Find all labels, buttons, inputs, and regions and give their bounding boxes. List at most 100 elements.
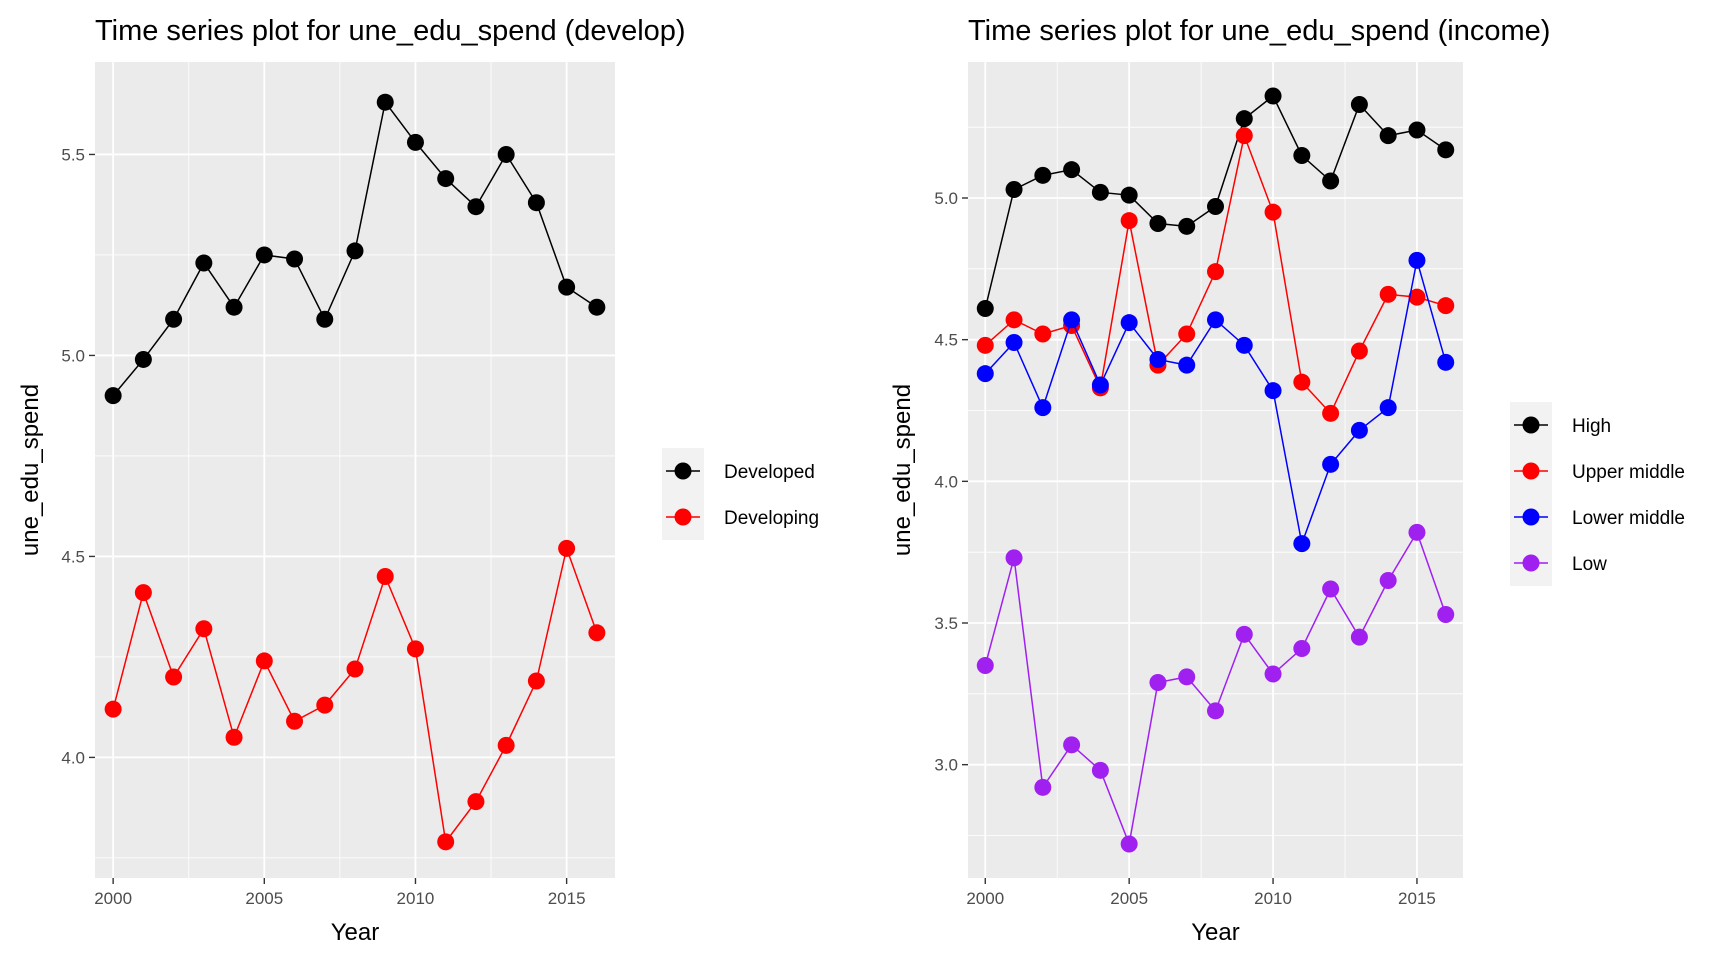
data-point <box>1005 334 1023 351</box>
data-point <box>1005 181 1023 198</box>
data-point <box>1408 251 1426 269</box>
data-point <box>225 298 243 316</box>
data-point <box>1178 217 1196 235</box>
data-point <box>1379 127 1397 145</box>
data-point <box>1149 351 1167 368</box>
x-tick-label: 2010 <box>397 889 435 908</box>
y-tick-label: 3.0 <box>934 756 958 775</box>
y-tick-label: 4.0 <box>934 472 958 491</box>
data-point <box>286 250 304 268</box>
data-point <box>406 133 424 151</box>
y-tick-label: 4.0 <box>61 748 85 767</box>
data-point <box>195 620 213 638</box>
legend-label: Low <box>1572 554 1607 575</box>
data-point <box>1091 376 1109 394</box>
data-point <box>1264 382 1282 400</box>
data-point <box>1207 311 1224 329</box>
data-point <box>1178 356 1196 374</box>
legend-key-point <box>1522 416 1540 434</box>
data-point <box>1437 606 1455 623</box>
data-point <box>316 696 334 714</box>
data-point <box>976 365 994 383</box>
data-point <box>497 145 515 163</box>
data-point <box>406 640 424 658</box>
data-point <box>437 170 455 188</box>
data-point <box>1034 166 1052 184</box>
data-point <box>1120 186 1138 204</box>
data-point <box>1293 640 1311 657</box>
y-tick-label: 4.5 <box>934 331 958 350</box>
chart-title: Time series plot for une_edu_spend (deve… <box>95 15 686 47</box>
data-point <box>104 387 122 405</box>
legend-label: Developing <box>724 508 819 529</box>
legend-label: Upper middle <box>1572 462 1685 483</box>
legend-key-point <box>1522 508 1540 526</box>
x-tick-label: 2015 <box>548 889 586 908</box>
data-point <box>165 668 183 686</box>
data-point <box>1235 110 1253 128</box>
data-point <box>1264 665 1282 683</box>
x-axis-title: Year <box>1191 919 1240 946</box>
x-tick-label: 2000 <box>94 889 132 908</box>
plot-background <box>968 62 1463 878</box>
x-axis-title: Year <box>331 919 380 946</box>
data-point <box>1264 87 1282 105</box>
data-point <box>1120 835 1138 853</box>
data-point <box>1120 314 1138 332</box>
data-point <box>1235 625 1253 643</box>
data-point <box>1178 668 1196 686</box>
data-point <box>1235 336 1253 354</box>
data-point <box>1408 288 1426 306</box>
data-point <box>1063 311 1081 329</box>
chart-panel-1: 4.0 4.5 5.0 5.5 2000 2005 2010 2015 Time series … <box>17 15 819 946</box>
data-point <box>1091 761 1109 779</box>
data-point <box>1005 311 1023 329</box>
data-point <box>527 672 545 690</box>
data-point <box>1034 325 1052 343</box>
data-point <box>1149 215 1167 232</box>
chart-panel-2: 3.0 3.5 4.0 4.5 5.0 2000 2005 2010 2015 Time seri… <box>889 15 1685 946</box>
data-point <box>346 242 364 260</box>
data-point <box>1379 572 1397 589</box>
data-point <box>1350 421 1368 439</box>
data-point <box>1437 297 1455 315</box>
x-tick-label: 2010 <box>1254 889 1292 908</box>
data-point <box>558 278 576 296</box>
data-point <box>527 194 545 212</box>
data-point <box>1207 702 1224 720</box>
y-tick-label: 5.0 <box>934 189 958 208</box>
y-axis-title: une_edu_spend <box>889 384 916 556</box>
data-point <box>1293 535 1311 553</box>
data-point <box>1408 121 1426 139</box>
y-tick-label: 5.5 <box>61 145 85 164</box>
data-point <box>1034 778 1052 796</box>
data-point <box>1178 325 1196 343</box>
data-point <box>437 833 455 851</box>
data-point <box>1293 147 1311 164</box>
data-point <box>286 712 304 730</box>
x-tick-label: 2015 <box>1398 889 1436 908</box>
legend-key-point <box>674 462 692 480</box>
data-point <box>316 310 334 328</box>
data-point <box>1264 203 1282 221</box>
data-point <box>1235 127 1253 145</box>
data-point <box>1437 141 1455 159</box>
legend-label: High <box>1572 416 1611 437</box>
data-point <box>588 624 606 642</box>
y-tick-label: 4.5 <box>61 547 85 566</box>
legend-key-point <box>1522 462 1540 480</box>
data-point <box>1437 353 1455 371</box>
x-tick-label: 2000 <box>966 889 1004 908</box>
chart-title: Time series plot for une_edu_spend (inco… <box>968 15 1550 47</box>
data-point <box>1350 628 1368 646</box>
data-point <box>134 584 152 602</box>
data-point <box>376 93 394 111</box>
x-tick-label: 2005 <box>1110 889 1148 908</box>
data-point <box>1207 198 1224 215</box>
legend-label: Lower middle <box>1572 508 1685 529</box>
data-point <box>1379 285 1397 303</box>
legend-label: Developed <box>724 462 815 483</box>
data-point <box>976 300 994 317</box>
data-point <box>104 700 122 718</box>
